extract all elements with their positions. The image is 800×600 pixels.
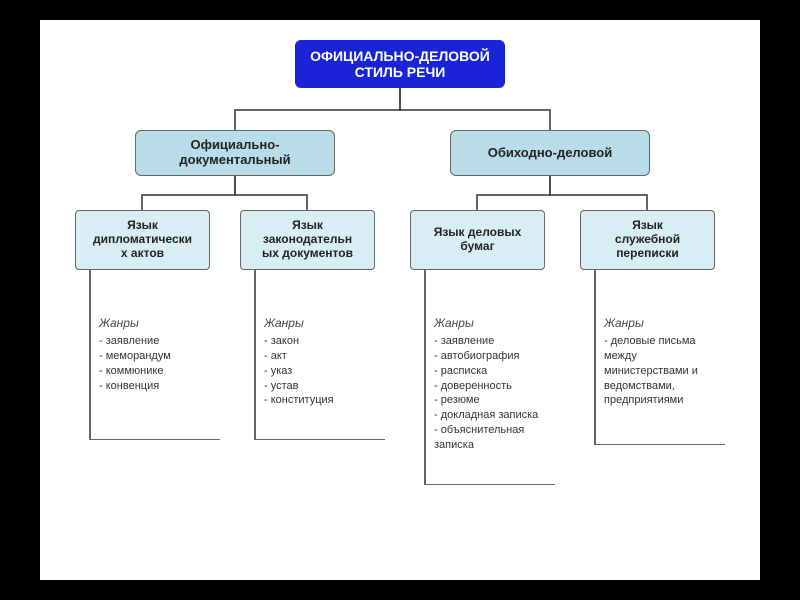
panel-header: Жанры xyxy=(604,316,717,330)
genre-item: автобиография xyxy=(434,349,547,364)
genre-item: объяснительная записка xyxy=(434,423,547,453)
l2-2: законодательн xyxy=(262,233,353,247)
root-line2: СТИЛЬ РЕЧИ xyxy=(310,64,490,80)
genres-list-2: законактуказуставконституция xyxy=(264,334,377,408)
genre-item: конвенция xyxy=(99,379,212,394)
genres-panel-3: Жанры заявлениеавтобиографияраспискадове… xyxy=(425,310,555,485)
genre-item: докладная записка xyxy=(434,408,547,423)
genre-item: устав xyxy=(264,379,377,394)
l1-3: х актов xyxy=(93,247,192,261)
branch-everyday-business: Обиходно-деловой xyxy=(450,130,650,176)
l4-2: служебной xyxy=(615,233,680,247)
connector-lines xyxy=(40,20,760,580)
genre-item: акт xyxy=(264,349,377,364)
l3-2: бумаг xyxy=(434,240,522,254)
root-line1: ОФИЦИАЛЬНО-ДЕЛОВОЙ xyxy=(310,48,490,64)
root-node: ОФИЦИАЛЬНО-ДЕЛОВОЙ СТИЛЬ РЕЧИ xyxy=(295,40,505,88)
genre-item: доверенность xyxy=(434,379,547,394)
b1-line2: документальный xyxy=(179,153,290,168)
genres-panel-2: Жанры законактуказуставконституция xyxy=(255,310,385,440)
genre-item: заявление xyxy=(99,334,212,349)
genre-item: закон xyxy=(264,334,377,349)
l3-1: Язык деловых xyxy=(434,226,522,240)
branch-official-documentary: Официально- документальный xyxy=(135,130,335,176)
genres-panel-4: Жанры деловые письма между министерствам… xyxy=(595,310,725,445)
l4-1: Язык xyxy=(615,219,680,233)
l1-2: дипломатически xyxy=(93,233,192,247)
l2-1: Язык xyxy=(262,219,353,233)
panel-header: Жанры xyxy=(434,316,547,330)
genre-item: конституция xyxy=(264,393,377,408)
panel-header: Жанры xyxy=(99,316,212,330)
genres-panel-1: Жанры заявлениемеморандумкоммюникеконвен… xyxy=(90,310,220,440)
leaf-legislative: Язык законодательн ых документов xyxy=(240,210,375,270)
genre-item: резюме xyxy=(434,393,547,408)
leaf-business-papers: Язык деловых бумаг xyxy=(410,210,545,270)
genres-list-4: деловые письма между министерствами и ве… xyxy=(604,334,717,408)
genre-item: меморандум xyxy=(99,349,212,364)
l2-3: ых документов xyxy=(262,247,353,261)
genres-list-1: заявлениемеморандумкоммюникеконвенция xyxy=(99,334,212,393)
genres-list-3: заявлениеавтобиографияраспискадовереннос… xyxy=(434,334,547,453)
genre-item: деловые письма между министерствами и ве… xyxy=(604,334,717,408)
b1-line1: Официально- xyxy=(179,138,290,153)
l4-3: переписки xyxy=(615,247,680,261)
leaf-correspondence: Язык служебной переписки xyxy=(580,210,715,270)
genre-item: коммюнике xyxy=(99,364,212,379)
l1-1: Язык xyxy=(93,219,192,233)
leaf-diplomatic: Язык дипломатически х актов xyxy=(75,210,210,270)
diagram-canvas: ОФИЦИАЛЬНО-ДЕЛОВОЙ СТИЛЬ РЕЧИ Официально… xyxy=(40,20,760,580)
panel-header: Жанры xyxy=(264,316,377,330)
genre-item: указ xyxy=(264,364,377,379)
genre-item: заявление xyxy=(434,334,547,349)
b2-text: Обиходно-деловой xyxy=(488,146,612,161)
genre-item: расписка xyxy=(434,364,547,379)
